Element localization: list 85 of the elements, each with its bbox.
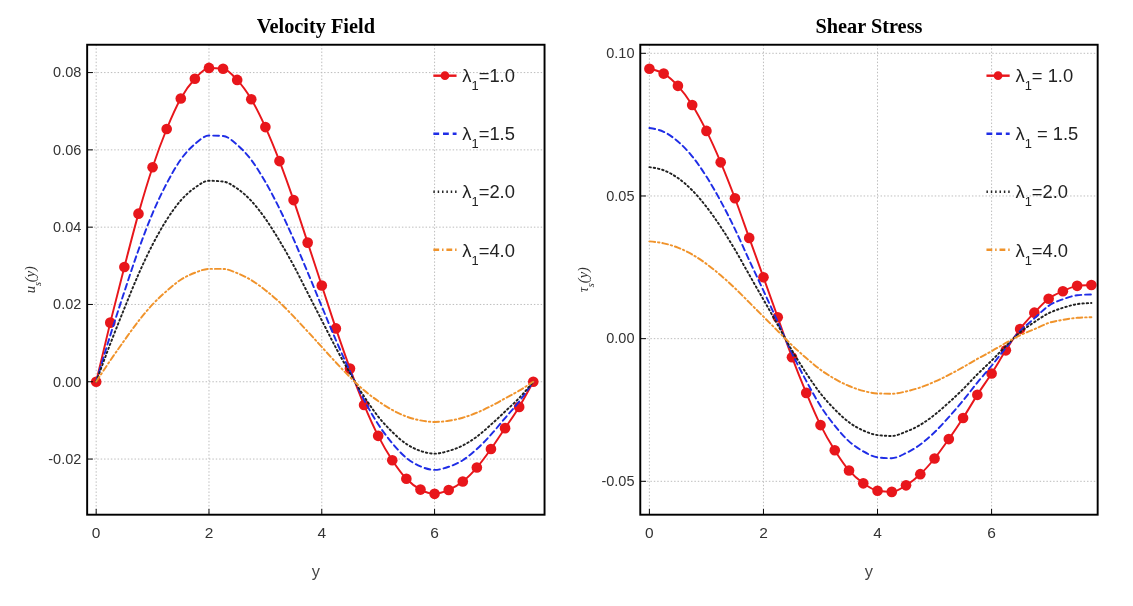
point [686,99,698,111]
point [800,387,812,399]
point [672,80,684,92]
y-tick-label: -0.02 [48,450,82,467]
x-tick-label: 4 [873,523,883,541]
legend-label: λ$_{1}$=1.5 [462,123,515,151]
legend-label: λ$_{1}$=1.0 [462,65,515,93]
point [147,161,158,173]
point [900,480,912,491]
x-tick-label: 2 [759,523,768,541]
y-tick-label: 0.06 [53,141,82,158]
x-tick-label: 2 [204,523,214,541]
y-tick-label: 0.00 [53,373,82,390]
y-tick-label: 0.10 [606,45,635,62]
point [829,444,841,456]
point [1043,293,1054,305]
line-series [648,166,1093,437]
point [231,74,243,86]
y-tick-label: 0.05 [606,187,635,204]
legend-label: λ$_{1}$= 1.0 [1015,65,1074,93]
point [203,62,215,74]
point [302,237,313,248]
point [929,453,940,464]
point [972,389,983,401]
point [372,430,384,442]
legend-label: λ$_{1}$=4.0 [1015,239,1069,268]
point [217,63,229,75]
point [260,121,271,133]
point [943,433,955,445]
point [245,93,257,105]
point [316,280,328,291]
line-series [648,240,1093,395]
point [701,125,712,137]
point [1071,280,1083,292]
point [499,422,511,434]
point [175,93,187,104]
point [161,123,172,135]
point [986,368,997,379]
point [189,73,201,85]
point [1086,279,1097,291]
point [644,63,655,75]
point [471,462,483,473]
point [386,454,398,466]
point [133,208,144,219]
legend-label: λ$_{1}$=4.0 [462,239,515,268]
x-tick-label: 4 [317,523,327,541]
point [914,468,926,480]
point [485,443,497,455]
point [815,419,826,431]
chart-title: Velocity Field [256,15,376,39]
y-tick-label: -0.05 [601,473,635,490]
x-tick-label: 6 [987,523,996,541]
x-tick-label: 0 [91,523,101,541]
point [729,192,741,204]
point [957,412,969,424]
chart-title: Shear Stress [815,15,923,38]
legend-label: λ$_{1}$=2.0 [462,181,515,209]
y-tick-label: 0.02 [53,296,82,313]
x-axis-title: y [864,561,874,580]
point [274,155,285,167]
point [443,484,454,496]
point [758,271,769,283]
point [119,261,130,273]
point [288,194,299,206]
point [857,478,869,489]
x-tick-label: 6 [430,523,439,541]
y-tick-label: 0.08 [53,64,82,81]
legend-label: λ$_{1}$=2.0 [1015,181,1069,209]
point [401,473,412,485]
point [843,465,855,476]
x-tick-label: 0 [645,523,654,541]
x-axis-title: y [311,561,321,580]
y-tick-label: 0.00 [606,330,635,347]
line-series [648,127,1093,460]
point [429,488,440,500]
point [457,476,469,487]
point [743,232,755,244]
point [886,486,898,498]
legend-label: λ$_{1}$ = 1.5 [1015,123,1079,151]
point [1057,285,1069,297]
y-tick-label: 0.04 [53,219,82,235]
point [715,156,727,168]
point [658,68,669,79]
point [415,484,426,495]
point [872,485,883,497]
